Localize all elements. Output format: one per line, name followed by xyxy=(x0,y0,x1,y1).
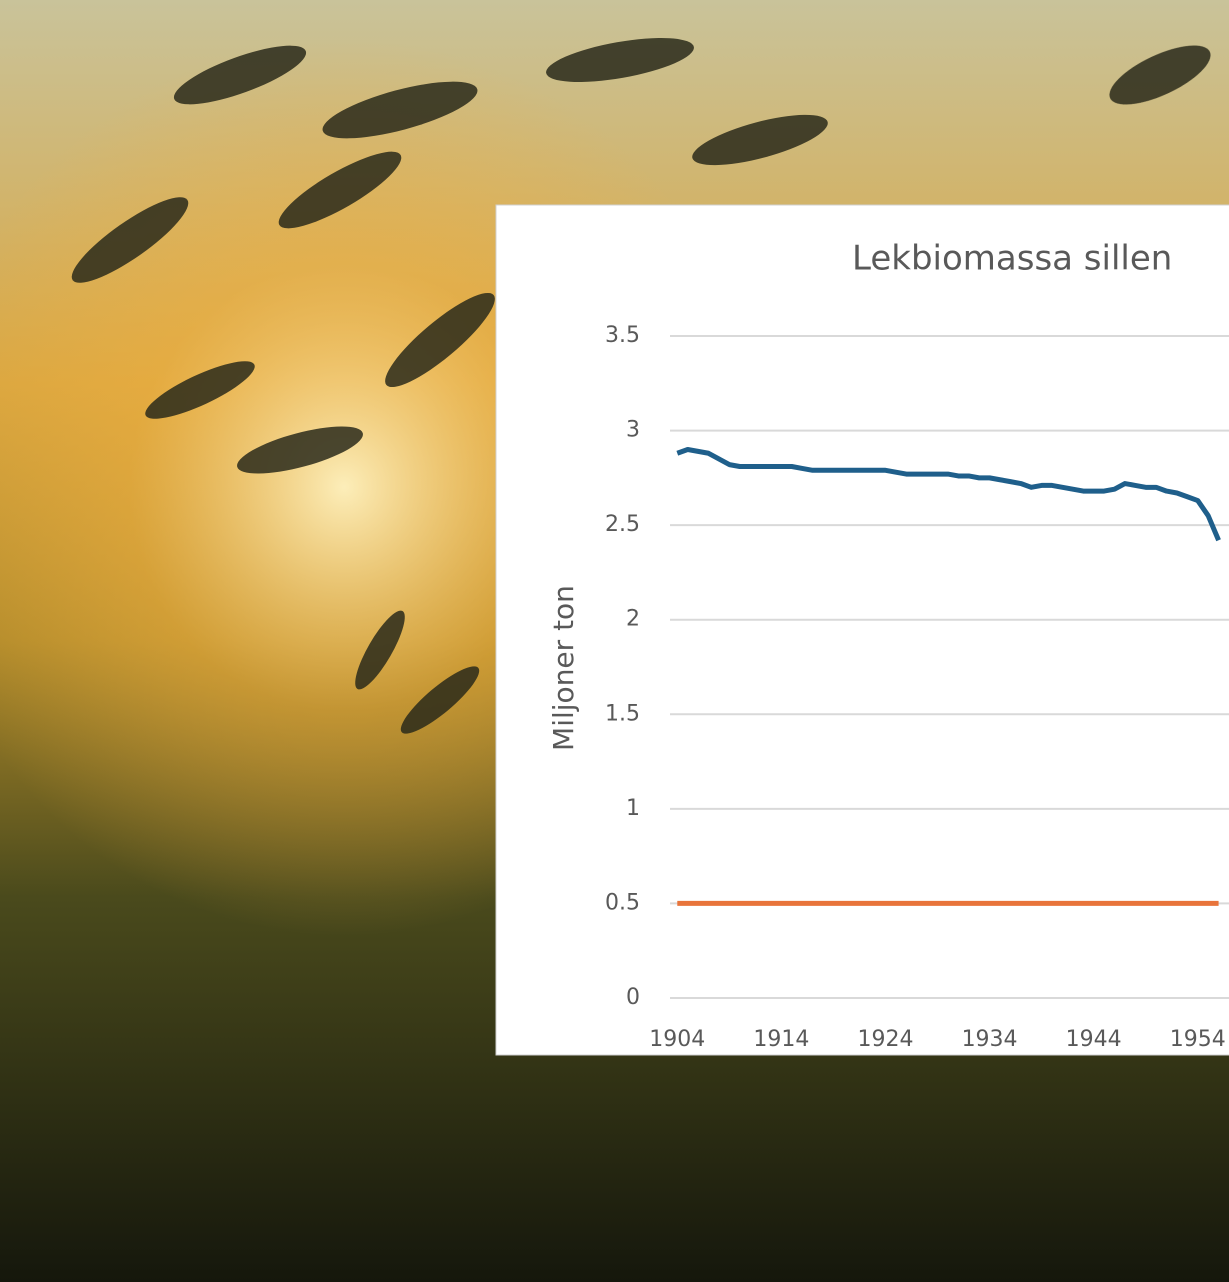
y-tick-label: 1 xyxy=(626,796,640,821)
x-tick-label: 1924 xyxy=(857,1027,913,1052)
y-tick-label: 2.5 xyxy=(605,512,640,537)
x-tick-label: 1904 xyxy=(649,1027,705,1052)
page: {"chart_data": {"type": "line", "title":… xyxy=(0,0,1229,1282)
x-tick-label: 1914 xyxy=(753,1027,809,1052)
y-tick-label: 1.5 xyxy=(605,701,640,726)
y-tick-label: 0 xyxy=(626,985,640,1010)
chart-title: Lekbiomassa sillen xyxy=(852,239,1172,279)
y-axis-label: Miljoner ton xyxy=(547,585,580,751)
y-tick-label: 3.5 xyxy=(605,323,640,348)
x-tick-label: 1934 xyxy=(962,1027,1018,1052)
chart: Lekbiomassa sillen Miljoner ton 1904 1914… xyxy=(0,0,1229,1282)
y-tick-label: 2 xyxy=(626,607,640,632)
y-tick-label: 3 xyxy=(626,418,640,443)
x-tick-label: 1954 xyxy=(1170,1027,1226,1052)
x-tick-label: 1944 xyxy=(1066,1027,1122,1052)
y-tick-label: 0.5 xyxy=(605,890,640,915)
